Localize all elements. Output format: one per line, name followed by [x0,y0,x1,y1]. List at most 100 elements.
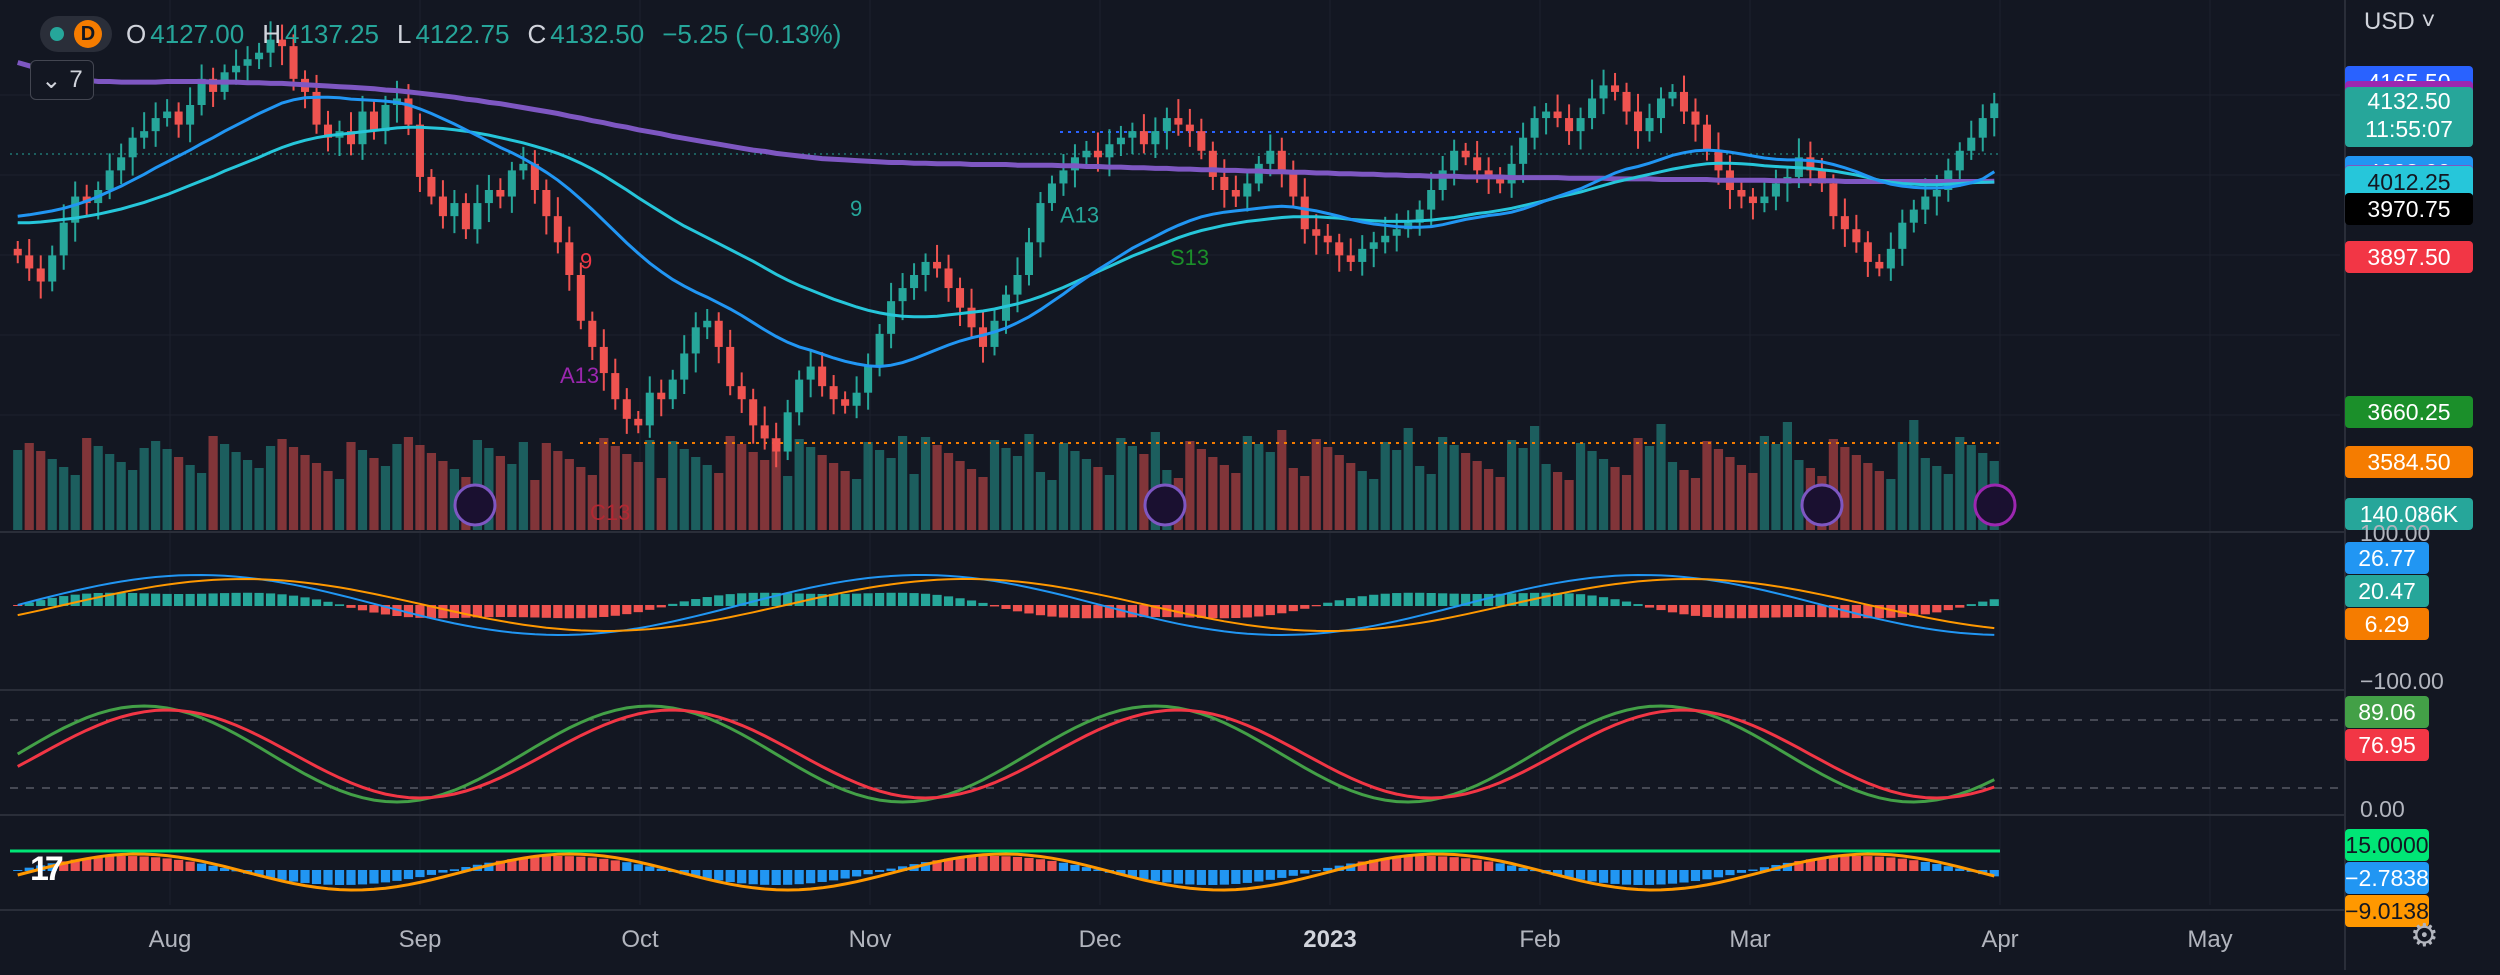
timeframe-badge[interactable]: D [74,20,102,48]
osc-hist-bar [105,856,115,871]
volume-bar [507,464,517,530]
osc-hist-bar [323,870,333,885]
candle-body [1771,183,1780,197]
macd-hist-bar [564,605,574,619]
macd-hist-bar [219,593,230,606]
osc-hist-bar [817,870,827,882]
macd-hist-bar [1288,605,1298,612]
indicators-toggle-button[interactable]: ⌄ 7 [30,60,94,100]
volume-bar [1874,471,1884,530]
volume-bar [725,436,735,530]
osc-hist-bar [185,861,195,871]
osc-hist-bar [897,866,908,871]
volume-bar [139,448,149,530]
macd-hist-bar [323,601,333,606]
volume-bar [1300,476,1310,530]
macd-hist-bar [1185,605,1195,618]
legend-header: D O 4127.00 H 4137.25 L 4122.75 C 4132.50 −5… [40,14,855,54]
bar-countdown: 11:55:07 [2365,116,2453,142]
volume-bar [1759,436,1770,530]
osc-hist-bar [1863,856,1873,871]
volume-bar [829,463,839,530]
volume-bar [1139,454,1149,530]
osc-hist-bar [622,862,632,871]
volume-bar [1863,463,1873,530]
macd-hist-bar [484,605,494,618]
osc-hist-bar [1507,865,1517,871]
osc-hist-bar [1989,870,1999,877]
osc-hist-bar [1518,867,1528,871]
volume-bar [1357,471,1367,530]
macd-hist-bar [1196,605,1206,618]
osc-hist-bar [1955,868,1965,871]
volume-bar [897,436,908,530]
macd-hist-bar [1633,604,1643,606]
volume-bar [886,458,896,530]
volume-bar [277,439,287,530]
volume-bar [1736,465,1747,530]
candle-body [1197,131,1206,151]
candle-body [611,373,620,400]
volume-bar [1231,473,1241,530]
volume-bar [242,460,253,530]
osc-hist-bar [265,870,276,879]
osc-hist-bar [1484,861,1494,871]
change-value: −5.25 (−0.13%) [662,18,842,49]
candle-body [1093,150,1102,158]
indicator-value-label: 6.29 [2345,608,2429,640]
volume-bar [1587,451,1597,530]
currency-selector[interactable]: USD ˅ [2364,8,2436,35]
osc-hist-bar [1932,864,1942,871]
candle-body [898,288,907,302]
volume-bar [24,443,34,530]
osc-hist-bar [1219,870,1229,885]
macd-hist-bar [1713,605,1724,618]
macd-hist-bar [1001,605,1011,609]
volume-bar [1782,422,1793,530]
volume-bar [128,470,138,530]
candle-body [634,418,643,426]
osc-hist-bar [633,864,643,871]
osc-hist-bar [1575,870,1586,880]
macd-hist-bar [1679,605,1689,615]
volume-bar [874,450,885,530]
osc-hist-bar [1208,870,1218,885]
osc-hist-bar [656,868,666,871]
osc-hist-bar [82,858,92,871]
macd-hist-bar [622,605,632,615]
volume-bar [151,441,161,530]
macd-hist-bar [105,592,115,606]
macd-hist-bar [1012,605,1023,612]
macd-hist-bar [1116,605,1126,618]
osc-hist-bar [1185,870,1195,885]
macd-hist-bar [151,593,161,606]
macd-hist-bar [47,597,57,606]
currency-label: USD [2364,8,2415,35]
osc-hist-bar [1759,867,1770,871]
volume-bar [748,452,758,530]
macd-hist-bar [1966,604,1976,606]
macd-hist-bar [1265,605,1275,616]
macd-hist-bar [1920,605,1930,615]
close-value: 4132.50 [550,18,645,49]
volume-bar [1897,442,1907,530]
candle-body [1036,203,1045,243]
osc-hist-bar [840,870,850,879]
td-marker-label: S13 [1170,245,1209,270]
volume-bar [530,480,540,530]
symbol-status-pill[interactable]: D [40,16,112,52]
macd-hist-bar [1518,593,1528,606]
osc-hist-bar [1725,870,1735,876]
macd-hist-bar [966,600,977,606]
macd-hist-bar [288,595,299,606]
candle-body [1691,111,1700,125]
price-label: 3897.50 [2345,241,2473,273]
gear-icon[interactable]: ⚙ [2410,917,2439,953]
macd-hist-bar [920,593,931,606]
candle-body [622,399,631,419]
candle-body [887,301,896,334]
candle-body [1162,118,1171,132]
candle-body [599,346,608,374]
